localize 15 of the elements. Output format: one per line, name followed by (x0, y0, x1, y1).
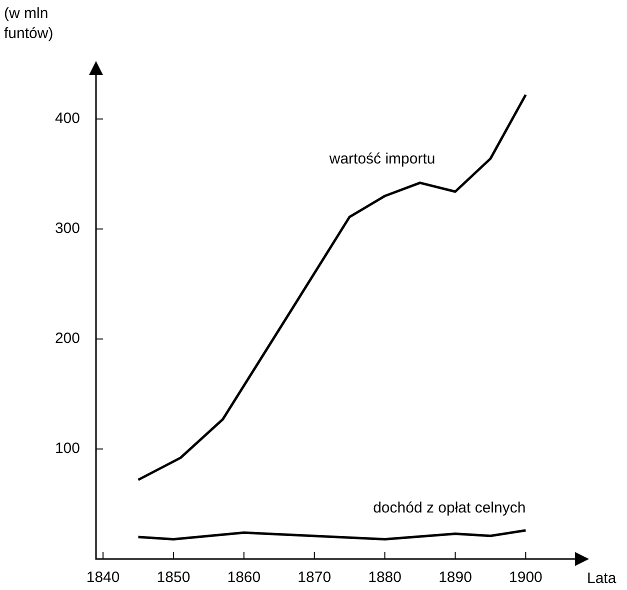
x-tick-label: 1860 (227, 569, 261, 586)
series-label: dochód z opłat celnych (373, 500, 526, 517)
y-tick-label: 200 (54, 330, 80, 348)
x-tick-label: 1850 (156, 569, 190, 586)
y-tick-label: 400 (54, 110, 80, 128)
x-tick-label: 1900 (509, 569, 542, 586)
x-axis-title: Lata (587, 570, 617, 588)
x-tick-label: 1890 (438, 569, 472, 586)
y-tick-label: 100 (54, 440, 80, 458)
x-tick-label: 1880 (368, 569, 402, 586)
series-label: wartość importu (328, 150, 436, 168)
y-tick-label: 300 (54, 220, 80, 238)
x-tick-label: 1840 (86, 569, 120, 586)
y-axis-title: (w mln funtów) (4, 4, 54, 44)
x-tick-label: 1870 (298, 569, 332, 586)
